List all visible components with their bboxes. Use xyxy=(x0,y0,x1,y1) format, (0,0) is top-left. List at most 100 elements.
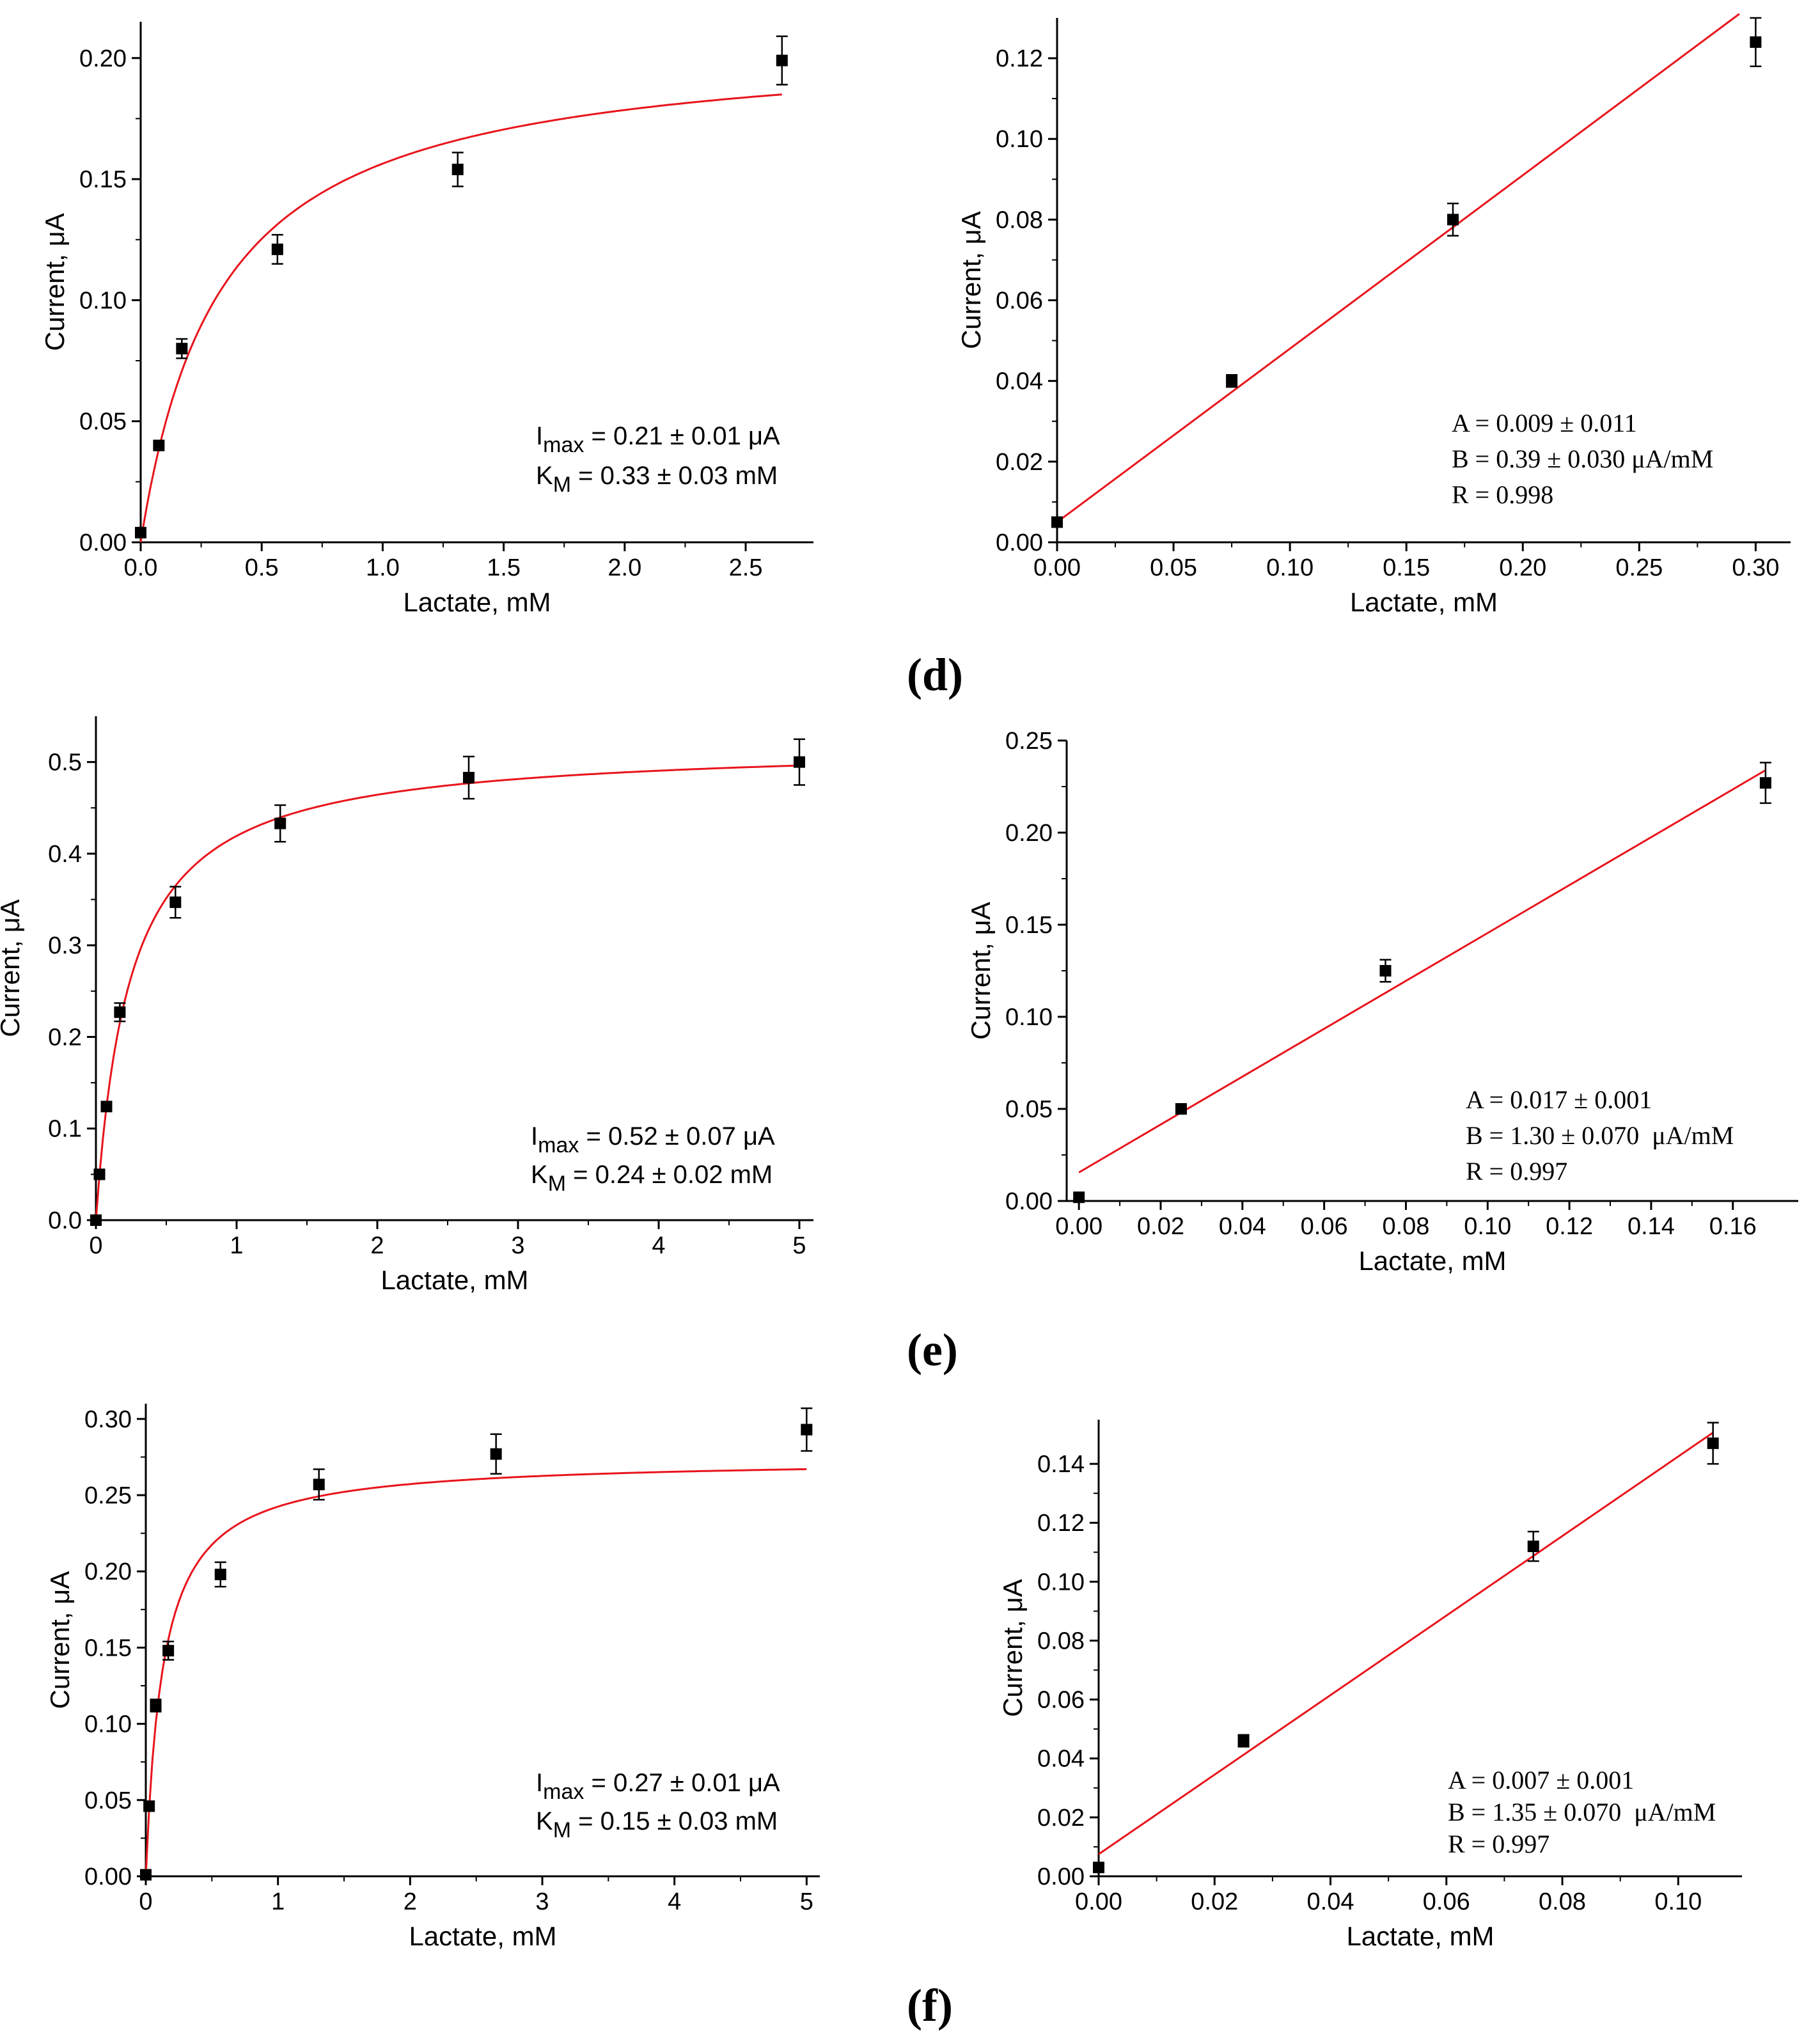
fit-annotation: KM = 0.33 ± 0.03 mM xyxy=(536,462,778,497)
y-tick-label: 0.06 xyxy=(996,288,1043,315)
chart-e-right: 0.00 0.02 0.04 0.06 0.08 0.10 0.12 0.14 0.16 0.00… xyxy=(966,728,1798,1276)
data-point xyxy=(1237,1735,1250,1747)
y-tick-label: 0.08 xyxy=(996,207,1043,233)
data-point xyxy=(162,1645,175,1657)
x-axis-title: Lactate, mM xyxy=(1346,1921,1494,1951)
y-axis-title: Current, μA xyxy=(998,1579,1028,1717)
data-point xyxy=(1073,1191,1085,1204)
x-tick-label: 0.04 xyxy=(1219,1213,1266,1240)
y-tick-label: 0.12 xyxy=(996,45,1043,72)
x-tick-label: 0 xyxy=(139,1888,152,1915)
x-tick-label: 3 xyxy=(511,1232,524,1259)
fit-annotation: KM = 0.24 ± 0.02 mM xyxy=(531,1161,773,1196)
y-axis-title: Current, μA xyxy=(0,899,25,1037)
y-tick-label: 0.14 xyxy=(1037,1451,1085,1478)
data-point xyxy=(1707,1437,1719,1449)
y-tick-label: 0.00 xyxy=(996,530,1043,556)
y-tick-label: 0.02 xyxy=(1037,1805,1085,1832)
x-tick-label: 0.02 xyxy=(1137,1213,1184,1240)
fit-annotation: Imax = 0.27 ± 0.01 μA xyxy=(536,1769,780,1804)
y-tick-label: 0.05 xyxy=(84,1787,132,1814)
fit-annotation: B = 1.30 ± 0.070 μA/mM xyxy=(1466,1121,1734,1150)
x-tick-label: 0.10 xyxy=(1464,1213,1511,1240)
y-tick-label: 0.15 xyxy=(79,166,127,193)
data-point xyxy=(100,1101,113,1113)
y-tick-label: 0.10 xyxy=(996,126,1043,153)
fit-curve xyxy=(1078,769,1766,1173)
data-point xyxy=(1759,777,1771,789)
fit-annotation: A = 0.009 ± 0.011 xyxy=(1452,409,1637,437)
data-point xyxy=(114,1006,126,1018)
y-tick-label: 0.00 xyxy=(1005,1188,1053,1215)
y-tick-label: 0.20 xyxy=(1005,820,1053,847)
x-tick-label: 5 xyxy=(800,1888,813,1915)
y-tick-label: 0.15 xyxy=(1005,912,1053,939)
x-tick-label: 0.25 xyxy=(1615,554,1663,581)
x-tick-label: 1.0 xyxy=(366,554,400,581)
data-point xyxy=(140,1869,152,1881)
y-tick-label: 0.12 xyxy=(1037,1510,1085,1537)
data-point xyxy=(1226,375,1238,387)
data-point xyxy=(271,243,283,255)
x-axis-title: Lactate, mM xyxy=(409,1921,556,1951)
x-axis-title: Lactate, mM xyxy=(1358,1246,1506,1276)
y-tick-label: 0.06 xyxy=(1037,1687,1085,1714)
x-tick-label: 2.5 xyxy=(729,554,763,581)
y-tick-label: 0.00 xyxy=(1037,1863,1085,1890)
x-tick-label: 0.08 xyxy=(1539,1888,1586,1915)
data-point xyxy=(801,1424,813,1436)
fit-annotation: A = 0.017 ± 0.001 xyxy=(1466,1085,1652,1114)
data-point xyxy=(463,771,475,783)
chart-f-left: 0 1 2 3 4 5 0.00 0.05 0.10 0.15 0.20 0.25 0.30 Lactat… xyxy=(45,1404,820,1951)
y-axis-title: Current, μA xyxy=(40,213,70,351)
data-point xyxy=(150,1700,162,1712)
data-point xyxy=(135,526,146,538)
data-point xyxy=(451,163,464,175)
data-point xyxy=(776,54,788,67)
data-point xyxy=(313,1479,325,1491)
x-tick-label: 0.5 xyxy=(245,554,279,581)
x-axis-title: Lactate, mM xyxy=(380,1265,528,1295)
data-point xyxy=(274,817,286,829)
x-axis-title: Lactate, mM xyxy=(1350,587,1498,617)
y-tick-label: 0.25 xyxy=(1005,728,1053,755)
chart-e-left: 0 1 2 3 4 5 0.0 0.1 0.2 0.3 0.4 0.5 Lactate, mM Curre… xyxy=(0,716,813,1295)
fit-annotation: Imax = 0.52 ± 0.07 μA xyxy=(531,1122,775,1157)
data-point xyxy=(1379,965,1392,977)
x-tick-label: 4 xyxy=(652,1232,665,1259)
data-point xyxy=(1175,1103,1187,1115)
x-tick-label: 0.12 xyxy=(1546,1213,1593,1240)
data-point xyxy=(143,1800,155,1812)
y-tick-label: 0.2 xyxy=(48,1024,82,1051)
x-tick-label: 0.08 xyxy=(1382,1213,1429,1240)
y-tick-label: 0.00 xyxy=(79,530,127,556)
x-tick-label: 0.14 xyxy=(1628,1213,1675,1240)
data-point xyxy=(153,439,165,451)
data-point xyxy=(214,1568,226,1580)
fit-annotation: R = 0.997 xyxy=(1448,1830,1549,1858)
y-tick-label: 0.20 xyxy=(84,1558,132,1585)
y-tick-label: 0.4 xyxy=(48,841,82,868)
x-tick-label: 1 xyxy=(230,1232,243,1259)
fit-curve xyxy=(1098,1432,1714,1855)
fit-annotation: B = 1.35 ± 0.070 μA/mM xyxy=(1448,1798,1716,1826)
x-tick-label: 0.04 xyxy=(1307,1888,1354,1915)
data-point xyxy=(1447,214,1459,226)
data-point xyxy=(1750,36,1762,48)
panel-label-e: (e) xyxy=(907,1324,958,1376)
fit-curve xyxy=(145,1468,807,1877)
y-tick-label: 0.04 xyxy=(1037,1746,1085,1773)
x-tick-label: 2 xyxy=(370,1232,384,1259)
panel-label-d: (d) xyxy=(907,649,963,700)
x-tick-label: 0.15 xyxy=(1383,554,1430,581)
x-tick-label: 5 xyxy=(792,1232,806,1259)
data-point xyxy=(90,1214,102,1226)
x-tick-label: 3 xyxy=(535,1888,549,1915)
data-point xyxy=(490,1448,502,1460)
data-point xyxy=(93,1168,106,1181)
fit-annotation: A = 0.007 ± 0.001 xyxy=(1448,1766,1634,1794)
y-tick-label: 0.30 xyxy=(84,1406,132,1433)
x-tick-label: 0.10 xyxy=(1654,1888,1702,1915)
data-point xyxy=(1527,1541,1539,1553)
